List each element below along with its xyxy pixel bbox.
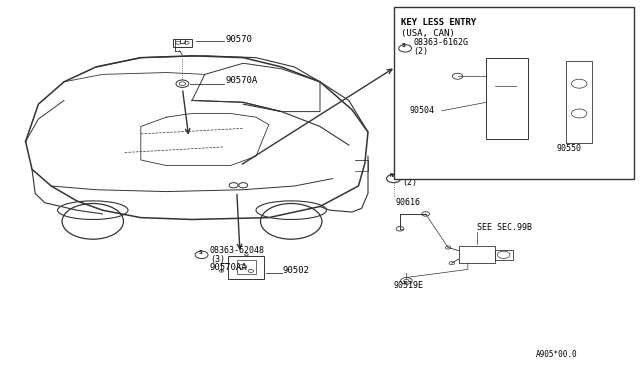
- Text: (2): (2): [403, 178, 417, 187]
- Bar: [173, 39, 192, 47]
- Text: A905*00.0: A905*00.0: [536, 350, 578, 359]
- Text: 90519E: 90519E: [394, 281, 424, 290]
- Text: (3): (3): [210, 254, 225, 263]
- Bar: [566, 61, 592, 143]
- Text: 90570AA: 90570AA: [210, 263, 248, 272]
- Bar: [237, 260, 256, 274]
- Bar: [486, 58, 528, 140]
- Bar: [394, 7, 634, 179]
- Text: 90616: 90616: [396, 198, 420, 206]
- Text: S: S: [402, 43, 406, 48]
- Text: SEE SEC.99B: SEE SEC.99B: [477, 223, 532, 232]
- Text: KEY LESS ENTRY: KEY LESS ENTRY: [401, 18, 477, 27]
- Text: 90550: 90550: [557, 144, 582, 153]
- Text: S: S: [198, 250, 202, 255]
- Text: 90570A: 90570A: [225, 76, 257, 85]
- Text: 90570: 90570: [225, 35, 252, 44]
- Bar: [587, 41, 604, 48]
- Text: 08911-10647: 08911-10647: [403, 168, 458, 177]
- Text: (2): (2): [413, 47, 428, 56]
- Text: 90502: 90502: [283, 266, 310, 275]
- Text: N: N: [390, 173, 394, 178]
- Bar: [495, 250, 513, 260]
- Text: (USA, CAN): (USA, CAN): [401, 29, 455, 38]
- Text: 90504: 90504: [410, 106, 435, 115]
- Bar: [228, 256, 264, 279]
- Text: 08363-6162G: 08363-6162G: [413, 38, 468, 46]
- Text: 08363-62048: 08363-62048: [210, 246, 265, 255]
- Bar: [459, 247, 495, 263]
